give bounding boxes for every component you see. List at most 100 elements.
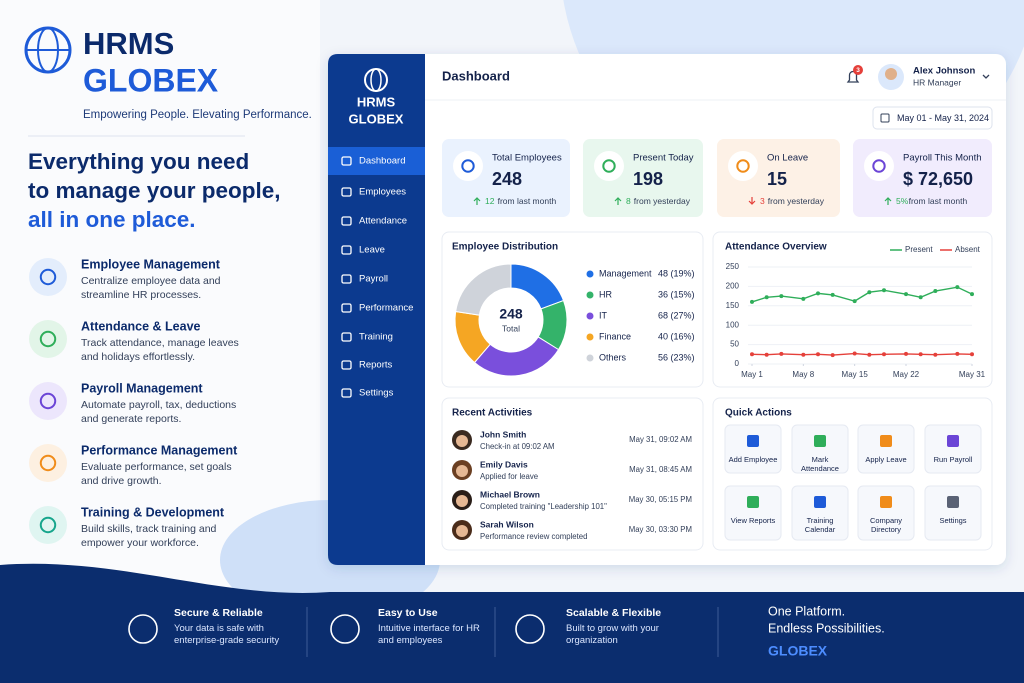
stat-label: Payroll This Month <box>903 153 982 164</box>
quick-action-label[interactable]: Company Directory <box>869 516 903 535</box>
quick-action-label[interactable]: Add Employee <box>728 455 778 464</box>
stat-change: 8 <box>626 196 631 206</box>
panel-title: Recent Activities <box>452 408 533 419</box>
footer-icon <box>128 614 158 644</box>
y-tick-label: 0 <box>735 359 740 368</box>
stat-label: On Leave <box>767 153 808 164</box>
quick-action-tile[interactable] <box>724 424 782 474</box>
footer-desc: Intuitive interface for HR and employees <box>378 623 480 647</box>
nav-icon <box>341 245 352 255</box>
nav-icon <box>341 303 352 313</box>
chevron <box>982 74 990 79</box>
stat-note: from yesterday <box>634 196 691 206</box>
stat-label: Present Today <box>633 153 694 164</box>
quick-action-tile[interactable] <box>924 485 982 541</box>
legend-value: 40 (16%) <box>658 331 695 341</box>
feature-desc: Track attendance, manage leaves and holi… <box>81 337 239 363</box>
nav-item[interactable]: Attendance <box>359 216 407 227</box>
line-point <box>918 295 923 300</box>
line-point <box>918 352 923 357</box>
nav-icon <box>341 388 352 398</box>
icon-bg <box>29 320 67 358</box>
donut-center-label: Total <box>502 323 520 333</box>
stat-note: from last month <box>498 196 557 206</box>
nav-item[interactable]: Employees <box>359 187 406 198</box>
legend-label: Present <box>905 245 933 254</box>
feature-desc: Evaluate performance, set goals and driv… <box>81 461 232 487</box>
legend-dot <box>586 333 594 341</box>
legend-label: Others <box>599 352 627 362</box>
feature-title: Employee Management <box>81 257 221 271</box>
activity-action: Applied for leave <box>480 472 538 481</box>
nav-item[interactable]: Training <box>359 332 393 343</box>
quick-action-label[interactable]: Mark Attendance <box>801 455 839 474</box>
calendar-icon <box>880 113 890 123</box>
quick-action-label[interactable]: View Reports <box>730 516 776 525</box>
legend-dot <box>586 270 594 278</box>
icon-glyph <box>461 159 475 173</box>
legend-value: 48 (19%) <box>658 268 695 278</box>
nav-item[interactable]: Performance <box>359 303 413 314</box>
quick-action-tile[interactable] <box>791 485 849 541</box>
activity-action: Completed training "Leadership 101" <box>480 502 607 511</box>
donut-slice <box>455 263 512 316</box>
quick-action-icon <box>947 435 959 447</box>
quick-action-label[interactable]: Run Payroll <box>933 455 973 464</box>
activity-time: May 31, 09:02 AM <box>629 435 692 444</box>
icon-bg <box>453 151 483 181</box>
legend-dot <box>586 291 594 299</box>
feature-desc: Centralize employee data and streamline … <box>81 275 221 301</box>
quick-action-label[interactable]: Settings <box>939 516 967 525</box>
nav-item[interactable]: Reports <box>359 360 393 371</box>
line-point <box>801 296 806 301</box>
hero-line: Everything you need <box>28 149 249 174</box>
line-point <box>779 351 784 356</box>
footer-title: Easy to Use <box>378 607 438 619</box>
feature-title: Training & Development <box>81 505 225 519</box>
icon-bg <box>594 151 624 181</box>
icon-bg <box>29 382 67 420</box>
quick-action-label[interactable]: Apply Leave <box>865 455 907 464</box>
closing-brand: GLOBEX <box>768 643 828 659</box>
brand-name: GLOBEX <box>83 62 219 98</box>
line-point <box>882 352 886 357</box>
line-point <box>955 351 960 356</box>
line-point <box>904 351 908 356</box>
quick-action-label[interactable]: Training Calendar <box>804 516 836 535</box>
nav-item[interactable]: Payroll <box>359 274 388 285</box>
nav-item[interactable]: Settings <box>359 388 394 399</box>
y-tick-label: 50 <box>730 340 739 349</box>
legend-label: Management <box>599 268 652 278</box>
quick-action-tile[interactable] <box>724 485 782 541</box>
quick-action-tile[interactable] <box>857 424 915 474</box>
x-tick-label: May 31 <box>959 370 986 379</box>
quick-action-tile[interactable] <box>857 485 915 541</box>
activity-time: May 31, 08:45 AM <box>629 465 692 474</box>
tagline: Empowering People. Elevating Performance… <box>83 109 312 121</box>
nav-item[interactable]: Dashboard <box>359 156 405 167</box>
hero-line: all in one place. <box>28 207 196 232</box>
feature-desc: Build skills, track training and empower… <box>81 523 217 549</box>
trend-arrow <box>748 197 756 205</box>
footer-band <box>0 563 1024 683</box>
line-point <box>830 292 835 297</box>
stat-note: from yesterday <box>768 196 825 206</box>
quick-action-tile[interactable] <box>791 424 849 474</box>
line-point <box>933 352 938 357</box>
legend-label: Absent <box>955 245 981 254</box>
line-series <box>751 286 973 303</box>
quick-action-icon <box>814 496 826 508</box>
legend-label: HR <box>599 289 612 299</box>
legend-value: 36 (15%) <box>658 289 695 299</box>
stat-note: from last month <box>909 196 968 206</box>
activity-action: Performance review completed <box>480 532 587 541</box>
activity-time: May 30, 03:30 PM <box>629 525 692 534</box>
nav-item[interactable]: Leave <box>359 245 385 256</box>
nav-icon <box>341 187 352 197</box>
line-point <box>764 295 769 300</box>
stat-value: $ 72,650 <box>903 169 973 189</box>
nav-icon <box>341 216 352 226</box>
panel <box>712 397 993 551</box>
quick-action-tile[interactable] <box>924 424 982 474</box>
